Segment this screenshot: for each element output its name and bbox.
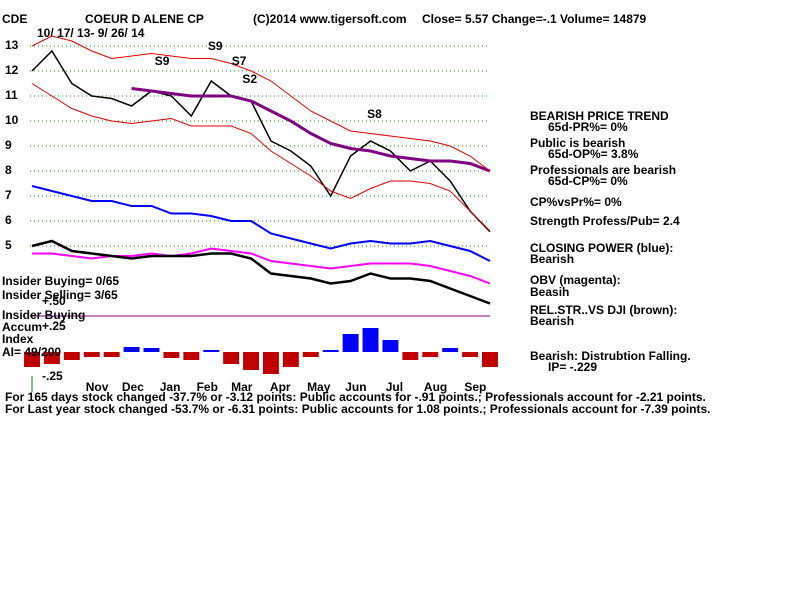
x-tick-label: Jun — [345, 380, 366, 394]
indicator-text: 65d-PR%= 0% — [548, 120, 628, 134]
y-tick-label: 13 — [5, 38, 19, 52]
x-tick-label: May — [307, 380, 331, 394]
y-tick-label: 11 — [5, 88, 18, 102]
indicator-text: BEARISH PRICE TREND — [530, 109, 669, 123]
signal-label: S9 — [208, 39, 223, 53]
bar — [24, 352, 40, 367]
x-tick-label: Mar — [231, 380, 253, 394]
quote: Close= 5.57 Change=-.1 Volume= 14879 — [422, 12, 647, 26]
bar — [143, 348, 160, 352]
x-tick-label: Jan — [160, 380, 181, 394]
series-line — [31, 83, 491, 232]
bar — [422, 352, 439, 357]
indicator-text: Beasih — [530, 285, 569, 299]
bar — [442, 348, 459, 352]
x-tick-label: Sep — [464, 380, 486, 394]
indicator-text: Bearish: Distrubtion Falling. — [530, 349, 691, 363]
series-line — [131, 87, 491, 173]
y-tick-label: 10 — [5, 113, 19, 127]
signal-label: S2 — [242, 72, 257, 86]
x-tick-label: Feb — [197, 380, 218, 394]
indicator-text: Bearish — [530, 314, 574, 328]
bar — [302, 352, 319, 357]
y-tick-label: 9 — [5, 138, 12, 152]
x-tick-label: Aug — [424, 380, 447, 394]
bar — [482, 352, 498, 367]
y-tick-label: +.25 — [42, 319, 66, 333]
bar — [163, 352, 180, 358]
bar — [342, 334, 359, 352]
insider-label: Insider Buying — [2, 308, 85, 322]
indicator-text: Bearish — [530, 252, 574, 266]
signal-label: S8 — [367, 107, 382, 121]
x-tick-label: Dec — [122, 380, 144, 394]
series-line — [31, 239, 491, 305]
date-range: 10/ 17/ 13- 9/ 26/ 14 — [37, 26, 145, 40]
insider-label: Index — [2, 332, 34, 346]
series-line — [31, 35, 491, 172]
insider-label: Accum — [2, 320, 42, 334]
series-line — [31, 49, 491, 233]
company-name: COEUR D ALENE CP — [85, 12, 204, 26]
summary-line: For 165 days stock changed -37.7% or -3.… — [5, 390, 706, 404]
source: (C)2014 www.tigersoft.com — [253, 12, 407, 26]
y-tick-label: 8 — [5, 163, 12, 177]
indicator-text: CLOSING POWER (blue): — [530, 241, 673, 255]
bar — [243, 352, 260, 370]
bar — [282, 352, 299, 367]
bar — [43, 352, 60, 364]
bar — [362, 328, 379, 352]
bar — [262, 352, 279, 374]
indicator-text: CP%vsPr%= 0% — [530, 195, 622, 209]
y-tick-label: 6 — [5, 213, 12, 227]
bar — [382, 340, 399, 352]
y-tick-label: 5 — [5, 238, 12, 252]
indicator-text: 65d-CP%= 0% — [548, 174, 628, 188]
insider-label: Insider Buying= 0/65 — [2, 274, 119, 288]
bar — [322, 350, 339, 352]
bar — [203, 350, 220, 352]
indicator-text: IP= -.229 — [548, 360, 597, 374]
indicator-text: OBV (magenta): — [530, 273, 621, 287]
bar — [462, 352, 479, 357]
series-line — [31, 185, 491, 262]
indicator-text: REL.STR..VS DJI (brown): — [530, 303, 677, 317]
y-tick-label: 7 — [5, 188, 12, 202]
bar — [402, 352, 419, 360]
bar — [83, 352, 100, 357]
y-tick-label: +.50 — [42, 294, 66, 308]
signal-label: S9 — [155, 54, 170, 68]
indicator-text: Public is bearish — [530, 136, 625, 150]
indicator-text: Professionals are bearish — [530, 163, 676, 177]
y-tick-label: -.25 — [42, 369, 63, 383]
bar — [123, 347, 140, 352]
insider-label: Insider Selling= 3/65 — [2, 288, 118, 302]
bar — [103, 352, 120, 357]
insider-label: AI= 49/200 — [2, 345, 61, 359]
signal-label: S7 — [232, 54, 247, 68]
bar — [63, 352, 80, 360]
x-tick-label: Jul — [386, 380, 403, 394]
symbol: CDE — [2, 12, 27, 26]
x-tick-label: Nov — [86, 380, 109, 394]
y-tick-label: 12 — [5, 63, 19, 77]
bar — [223, 352, 240, 364]
bar — [183, 352, 200, 360]
summary-line: For Last year stock changed -53.7% or -6… — [5, 402, 711, 416]
x-tick-label: Apr — [270, 380, 291, 394]
indicator-text: 65d-OP%= 3.8% — [548, 147, 639, 161]
indicator-text: Strength Profess/Pub= 2.4 — [530, 214, 680, 228]
